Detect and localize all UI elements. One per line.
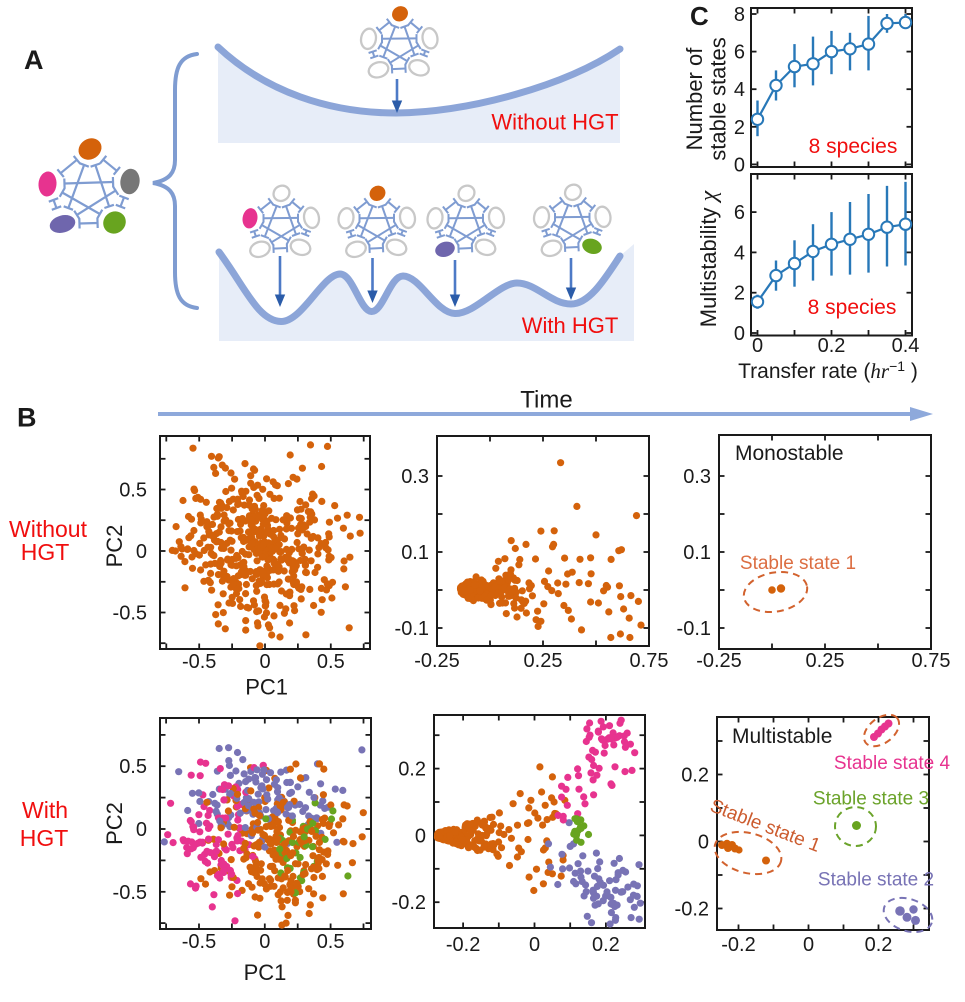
svg-text:0.75: 0.75 xyxy=(630,650,669,672)
svg-text:0: 0 xyxy=(259,931,270,953)
svg-text:0: 0 xyxy=(415,825,426,847)
svg-text:Number of: Number of xyxy=(682,47,707,151)
svg-text:Multistable: Multistable xyxy=(732,725,832,748)
svg-text:PC2: PC2 xyxy=(102,802,127,845)
svg-text:Stable state 2: Stable state 2 xyxy=(818,870,934,891)
svg-text:C: C xyxy=(690,1,709,31)
svg-text:-0.1: -0.1 xyxy=(395,618,429,640)
svg-text:0.2: 0.2 xyxy=(592,934,620,956)
svg-text:2: 2 xyxy=(734,283,745,305)
svg-text:-0.1: -0.1 xyxy=(677,618,711,640)
svg-text:With HGT: With HGT xyxy=(522,313,619,338)
svg-text:0.5: 0.5 xyxy=(317,651,345,673)
svg-text:0.3: 0.3 xyxy=(401,466,429,488)
svg-text:Stable state 1: Stable state 1 xyxy=(740,553,856,574)
svg-text:-0.5: -0.5 xyxy=(182,651,216,673)
svg-text:0: 0 xyxy=(529,934,540,956)
svg-text:0: 0 xyxy=(259,651,270,673)
svg-text:-0.2: -0.2 xyxy=(721,934,755,956)
svg-text:4: 4 xyxy=(734,79,745,101)
svg-text:Without: Without xyxy=(9,516,88,542)
svg-text:0.75: 0.75 xyxy=(912,650,951,672)
svg-text:0.25: 0.25 xyxy=(806,650,845,672)
svg-text:With: With xyxy=(22,797,68,823)
svg-text:0.2: 0.2 xyxy=(681,765,709,787)
svg-text:PC1: PC1 xyxy=(245,675,288,700)
svg-text:8 species: 8 species xyxy=(809,135,898,158)
svg-text:0.4: 0.4 xyxy=(892,335,920,357)
svg-text:0.5: 0.5 xyxy=(317,931,345,953)
svg-text:4: 4 xyxy=(734,242,745,264)
svg-text:0: 0 xyxy=(734,154,745,176)
svg-text:-0.2: -0.2 xyxy=(392,892,426,914)
svg-text:PC1: PC1 xyxy=(244,960,287,985)
svg-text:0: 0 xyxy=(803,934,814,956)
svg-text:8: 8 xyxy=(734,4,745,26)
svg-text:Multistability χ: Multistability χ xyxy=(696,189,722,327)
svg-text:Time: Time xyxy=(520,387,572,414)
svg-text:0.3: 0.3 xyxy=(683,466,711,488)
svg-text:8 species: 8 species xyxy=(808,296,897,319)
svg-text:-0.25: -0.25 xyxy=(414,650,460,672)
svg-text:Monostable: Monostable xyxy=(735,442,844,465)
svg-text:0: 0 xyxy=(136,819,147,841)
svg-text:0.2: 0.2 xyxy=(865,934,893,956)
svg-text:0: 0 xyxy=(698,832,709,854)
svg-text:0.2: 0.2 xyxy=(818,335,846,357)
svg-text:-0.25: -0.25 xyxy=(696,650,742,672)
svg-text:2: 2 xyxy=(734,117,745,139)
svg-text:0.1: 0.1 xyxy=(401,542,429,564)
svg-text:Transfer rate (hr−1 ): Transfer rate (hr−1 ) xyxy=(738,358,918,383)
svg-text:6: 6 xyxy=(734,42,745,64)
svg-text:B: B xyxy=(17,403,37,433)
svg-text:6: 6 xyxy=(734,202,745,224)
svg-text:0: 0 xyxy=(136,541,147,563)
svg-text:PC2: PC2 xyxy=(102,525,127,568)
svg-text:0.5: 0.5 xyxy=(119,756,147,778)
svg-text:0.5: 0.5 xyxy=(119,480,147,502)
svg-text:-0.2: -0.2 xyxy=(675,899,709,921)
svg-text:-0.5: -0.5 xyxy=(182,931,216,953)
svg-text:0.1: 0.1 xyxy=(683,542,711,564)
svg-text:-0.2: -0.2 xyxy=(446,934,480,956)
svg-text:-0.5: -0.5 xyxy=(113,882,147,904)
svg-text:Stable state 3: Stable state 3 xyxy=(813,789,929,810)
svg-text:HGT: HGT xyxy=(21,539,70,565)
svg-text:A: A xyxy=(24,45,44,75)
svg-text:stable states: stable states xyxy=(706,37,731,161)
svg-text:0.25: 0.25 xyxy=(524,650,563,672)
svg-text:0: 0 xyxy=(734,323,745,345)
svg-text:HGT: HGT xyxy=(20,825,69,851)
svg-text:0: 0 xyxy=(752,335,763,357)
svg-text:-0.5: -0.5 xyxy=(113,603,147,625)
svg-text:Without HGT: Without HGT xyxy=(491,110,618,135)
svg-text:Stable state 4: Stable state 4 xyxy=(834,753,951,774)
svg-text:0.2: 0.2 xyxy=(398,759,426,781)
